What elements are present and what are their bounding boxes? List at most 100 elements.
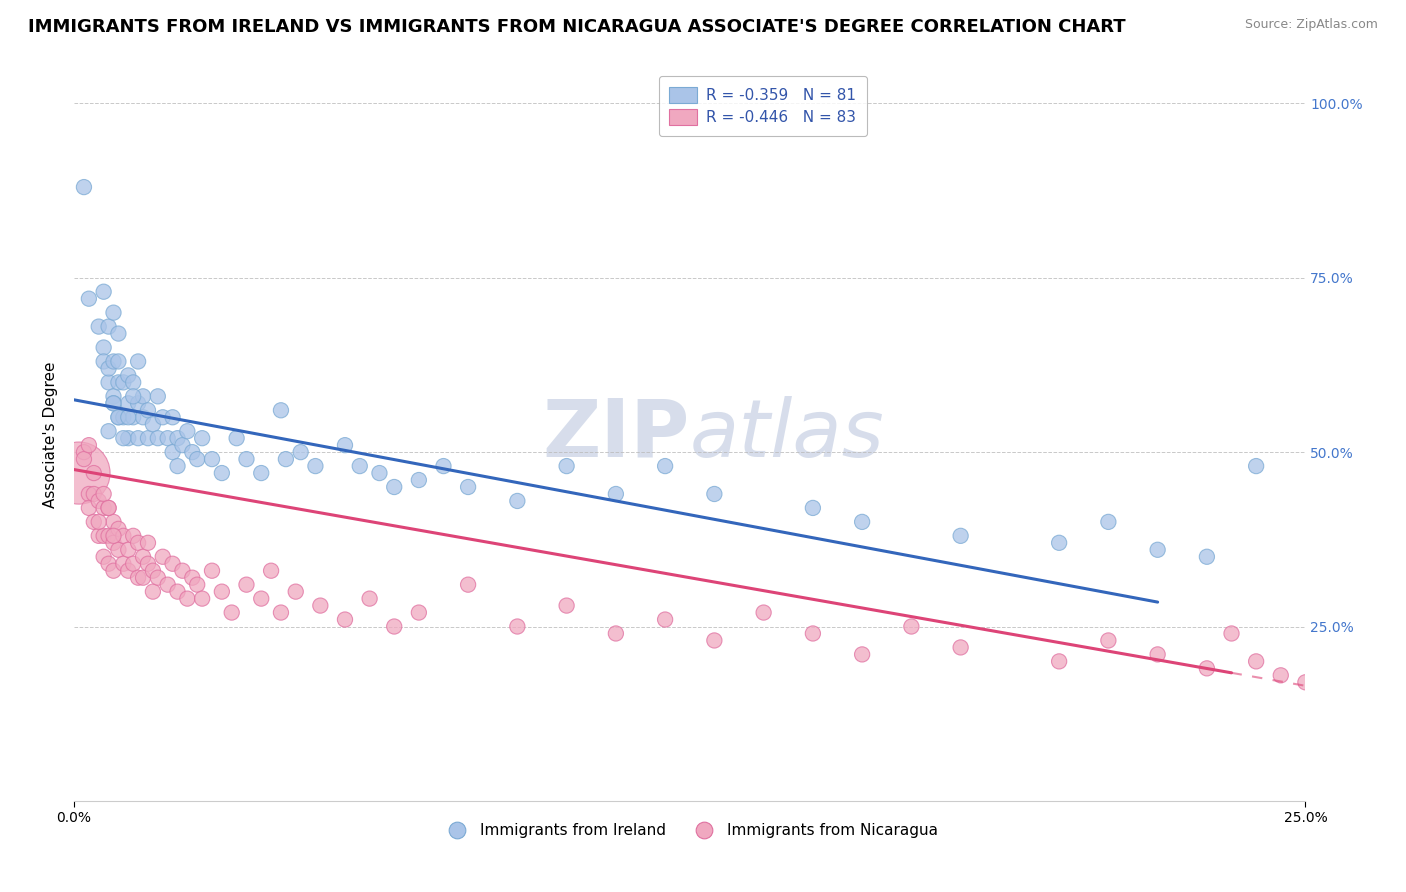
Point	[117, 542, 139, 557]
Point	[457, 577, 479, 591]
Point	[122, 376, 145, 390]
Point	[97, 319, 120, 334]
Point	[408, 473, 430, 487]
Point	[156, 577, 179, 591]
Point	[136, 431, 159, 445]
Point	[382, 619, 405, 633]
Point	[103, 536, 125, 550]
Point	[127, 536, 149, 550]
Point	[309, 599, 332, 613]
Point	[103, 389, 125, 403]
Point	[349, 459, 371, 474]
Point	[77, 500, 100, 515]
Point	[152, 410, 174, 425]
Point	[752, 606, 775, 620]
Point	[142, 417, 165, 432]
Point	[235, 577, 257, 591]
Point	[83, 487, 105, 501]
Point	[1244, 654, 1267, 668]
Point	[506, 494, 529, 508]
Point	[284, 584, 307, 599]
Point	[172, 564, 194, 578]
Point	[408, 606, 430, 620]
Point	[703, 633, 725, 648]
Point	[176, 424, 198, 438]
Point	[201, 564, 224, 578]
Point	[201, 452, 224, 467]
Point	[117, 431, 139, 445]
Point	[1195, 661, 1218, 675]
Point	[93, 529, 115, 543]
Point	[274, 452, 297, 467]
Point	[87, 494, 110, 508]
Point	[142, 564, 165, 578]
Point	[146, 431, 169, 445]
Point	[176, 591, 198, 606]
Point	[1270, 668, 1292, 682]
Point	[122, 557, 145, 571]
Point	[225, 431, 247, 445]
Point	[107, 326, 129, 341]
Point	[172, 438, 194, 452]
Point	[186, 452, 208, 467]
Point	[122, 389, 145, 403]
Point	[382, 480, 405, 494]
Point	[166, 459, 188, 474]
Point	[290, 445, 312, 459]
Point	[1146, 542, 1168, 557]
Point	[117, 564, 139, 578]
Point	[181, 571, 204, 585]
Point	[107, 522, 129, 536]
Point	[703, 487, 725, 501]
Point	[83, 466, 105, 480]
Point	[162, 445, 184, 459]
Point	[801, 626, 824, 640]
Point	[605, 487, 627, 501]
Point	[97, 376, 120, 390]
Point	[166, 431, 188, 445]
Point	[949, 640, 972, 655]
Point	[457, 480, 479, 494]
Point	[67, 466, 90, 480]
Y-axis label: Associate's Degree: Associate's Degree	[44, 361, 58, 508]
Point	[103, 515, 125, 529]
Text: IMMIGRANTS FROM IRELAND VS IMMIGRANTS FROM NICARAGUA ASSOCIATE'S DEGREE CORRELAT: IMMIGRANTS FROM IRELAND VS IMMIGRANTS FR…	[28, 18, 1126, 36]
Point	[270, 606, 292, 620]
Point	[83, 515, 105, 529]
Point	[107, 410, 129, 425]
Point	[555, 599, 578, 613]
Point	[900, 619, 922, 633]
Point	[107, 354, 129, 368]
Point	[87, 529, 110, 543]
Point	[1047, 536, 1070, 550]
Point	[73, 445, 96, 459]
Point	[77, 292, 100, 306]
Point	[250, 466, 273, 480]
Point	[93, 549, 115, 564]
Point	[112, 557, 135, 571]
Point	[93, 487, 115, 501]
Point	[93, 341, 115, 355]
Point	[432, 459, 454, 474]
Point	[132, 410, 155, 425]
Point	[605, 626, 627, 640]
Point	[142, 584, 165, 599]
Point	[211, 584, 233, 599]
Point	[304, 459, 326, 474]
Point	[851, 648, 873, 662]
Point	[1047, 654, 1070, 668]
Point	[127, 571, 149, 585]
Point	[152, 549, 174, 564]
Point	[186, 577, 208, 591]
Point	[103, 396, 125, 410]
Point	[117, 396, 139, 410]
Point	[107, 542, 129, 557]
Point	[107, 376, 129, 390]
Point	[97, 361, 120, 376]
Point	[117, 410, 139, 425]
Point	[191, 431, 214, 445]
Point	[107, 410, 129, 425]
Point	[97, 500, 120, 515]
Point	[103, 354, 125, 368]
Point	[333, 438, 356, 452]
